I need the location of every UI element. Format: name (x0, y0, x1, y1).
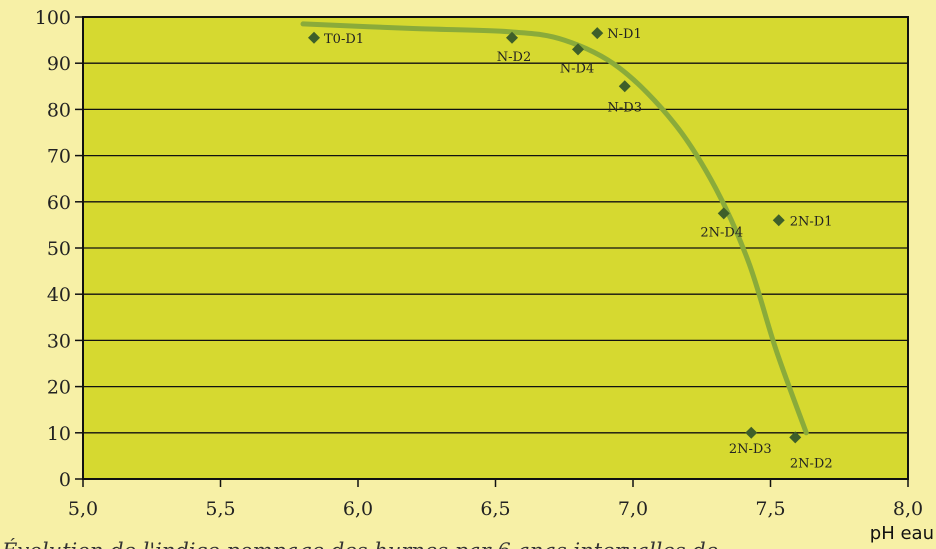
y-tick-label: 60 (47, 192, 71, 214)
data-point-marker (717, 207, 730, 220)
data-point-label: 2N-D2 (790, 456, 833, 471)
y-tick-label: 90 (47, 53, 71, 75)
y-tick-label: 70 (47, 146, 71, 168)
data-point-marker (772, 214, 785, 227)
x-tick-label: 6,0 (343, 498, 373, 520)
y-tick-label: 100 (35, 7, 71, 29)
data-point-label: N-D2 (497, 50, 531, 65)
x-tick-label: 6,5 (480, 498, 510, 520)
data-point-label: N-D1 (607, 27, 641, 42)
x-tick-label: 8,0 (893, 498, 923, 520)
x-tick-label: 5,5 (205, 498, 235, 520)
data-points: T0-D1 N-D2 N-D1 N-D4 N-D3 2N-D4 2N-D1 2N-D3 2N-D… (308, 27, 833, 471)
data-point-label: 2N-D3 (729, 442, 772, 457)
trend-curve (300, 21, 809, 436)
y-tick-label: 30 (47, 330, 71, 352)
x-axis-label: pH eau (870, 523, 934, 544)
x-axis-ticks: 5,0 5,5 6,0 6,5 7,0 7,5 8,0 (68, 479, 923, 520)
y-tick-label: 0 (59, 469, 71, 491)
y-tick-label: 40 (47, 284, 71, 306)
y-tick-label: 10 (47, 423, 71, 445)
figure-caption: Évolution de l'indice pompage des hurnes… (1, 539, 718, 549)
data-point-label: N-D4 (560, 61, 594, 76)
x-tick-label: 5,0 (68, 498, 98, 520)
y-axis-ticks: 0 10 20 30 40 50 60 70 80 90 100 (35, 7, 83, 491)
y-tick-label: 80 (47, 99, 71, 121)
data-point-label: N-D3 (608, 100, 642, 115)
data-point-marker (789, 431, 802, 444)
y-tick-label: 50 (47, 238, 71, 260)
data-point-marker (506, 31, 518, 44)
x-tick-label: 7,0 (618, 498, 648, 520)
data-point-label: T0-D1 (324, 32, 364, 47)
data-point-label: 2N-D1 (790, 214, 833, 229)
y-tick-label: 20 (47, 377, 71, 399)
x-tick-label: 7,5 (755, 498, 785, 520)
data-point-marker (308, 31, 320, 44)
data-point-marker (572, 43, 584, 56)
data-point-marker (745, 426, 758, 439)
data-point-label: 2N-D4 (700, 225, 743, 240)
data-point-marker (618, 80, 631, 93)
data-point-marker (591, 27, 604, 40)
